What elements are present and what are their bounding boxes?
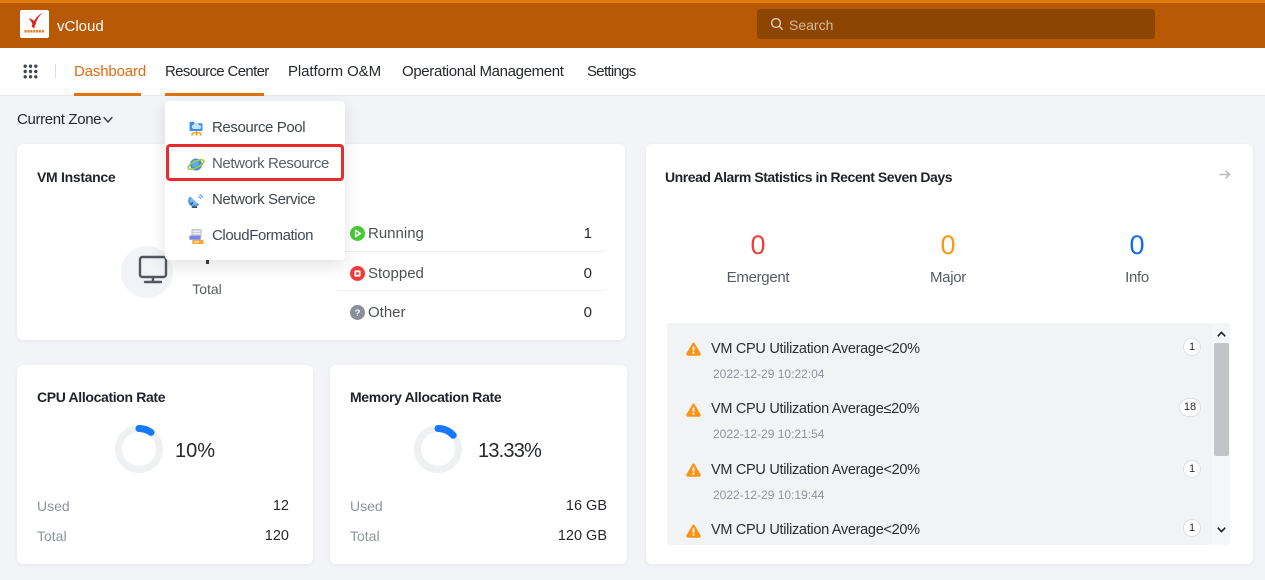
svg-text:?: ?	[355, 308, 361, 319]
